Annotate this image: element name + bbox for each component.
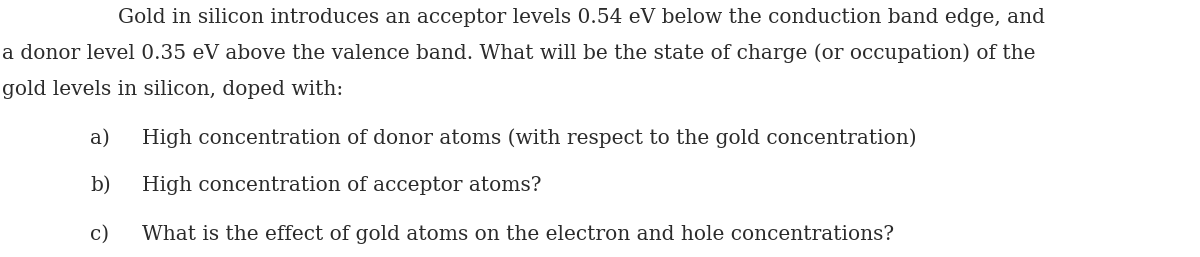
Text: Gold in silicon introduces an acceptor levels 0.54 eV below the conduction band : Gold in silicon introduces an acceptor l… [118, 8, 1044, 27]
Text: What is the effect of gold atoms on the electron and hole concentrations?: What is the effect of gold atoms on the … [142, 225, 894, 244]
Text: b): b) [90, 176, 110, 195]
Text: High concentration of acceptor atoms?: High concentration of acceptor atoms? [142, 176, 541, 195]
Text: gold levels in silicon, doped with:: gold levels in silicon, doped with: [2, 80, 343, 99]
Text: High concentration of donor atoms (with respect to the gold concentration): High concentration of donor atoms (with … [142, 128, 917, 148]
Text: a): a) [90, 128, 110, 148]
Text: a donor level 0.35 eV above the valence band. What will be the state of charge (: a donor level 0.35 eV above the valence … [2, 44, 1036, 63]
Text: c): c) [90, 225, 109, 244]
